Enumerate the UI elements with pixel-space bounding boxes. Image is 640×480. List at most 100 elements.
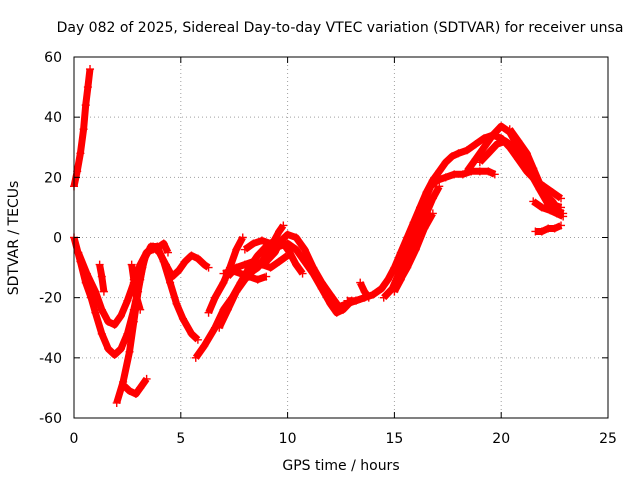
- data-point: [275, 257, 284, 266]
- data-point: [87, 293, 96, 302]
- data-point: [174, 266, 183, 275]
- data-point: [163, 248, 172, 257]
- data-point: [262, 272, 271, 281]
- data-point: [426, 182, 435, 191]
- data-point: [215, 323, 224, 332]
- data-point: [300, 257, 309, 266]
- data-point: [552, 209, 561, 218]
- data-point: [332, 308, 341, 317]
- data-point: [187, 329, 196, 338]
- data-point: [86, 65, 95, 74]
- data-point: [537, 203, 546, 212]
- data-point: [193, 335, 202, 344]
- data-point: [129, 317, 138, 326]
- data-point: [529, 164, 538, 173]
- data-point: [492, 140, 501, 149]
- data-point: [542, 191, 551, 200]
- data-point: [240, 260, 249, 269]
- data-point: [136, 305, 145, 314]
- data-point: [343, 296, 352, 305]
- data-point: [253, 263, 262, 272]
- series-arc-21: [506, 127, 560, 210]
- data-point: [219, 269, 228, 278]
- data-point: [232, 287, 241, 296]
- data-point: [420, 197, 429, 206]
- data-point: [428, 194, 437, 203]
- tick-labels: 0 5 10 15 20 25 -60 -40 -20 0 20 40 60: [39, 50, 617, 447]
- data-point: [379, 293, 388, 302]
- data-point: [79, 125, 88, 134]
- data-point: [112, 398, 121, 407]
- data-point: [159, 239, 168, 248]
- data-point: [394, 278, 403, 287]
- data-point: [480, 143, 489, 152]
- data-point: [518, 155, 527, 164]
- data-point: [223, 305, 232, 314]
- data-point: [390, 263, 399, 272]
- data-point: [441, 158, 450, 167]
- data-point: [161, 260, 170, 269]
- data-point: [514, 137, 523, 146]
- data-point: [240, 245, 249, 254]
- data-point: [99, 287, 108, 296]
- data-point: [200, 260, 209, 269]
- data-point: [219, 278, 228, 287]
- data-point: [74, 248, 83, 257]
- data-point: [428, 209, 437, 218]
- data-point: [232, 245, 241, 254]
- data-point: [471, 140, 480, 149]
- data-point: [81, 101, 90, 110]
- data-point: [292, 260, 301, 269]
- data-point: [204, 263, 213, 272]
- data-point: [127, 260, 136, 269]
- data-point: [559, 212, 568, 221]
- data-point: [435, 167, 444, 176]
- data-point: [119, 380, 128, 389]
- data-point: [73, 167, 82, 176]
- chart-title: Day 082 of 2025, Sidereal Day-to-day VTE…: [57, 20, 624, 36]
- data-point: [172, 299, 181, 308]
- data-point: [95, 260, 104, 269]
- series-arc-7: [128, 264, 144, 311]
- data-point: [283, 251, 292, 260]
- data-point: [155, 242, 164, 251]
- data-point: [204, 308, 213, 317]
- data-point: [210, 293, 219, 302]
- data-point: [123, 296, 132, 305]
- data-point: [187, 251, 196, 260]
- data-point: [383, 275, 392, 284]
- data-point: [484, 149, 493, 158]
- x-tick-label: 10: [279, 431, 297, 447]
- data-point: [360, 287, 369, 296]
- data-point: [76, 149, 85, 158]
- data-point: [91, 287, 100, 296]
- data-point: [505, 125, 514, 134]
- data-point: [283, 230, 292, 239]
- data-point: [450, 170, 459, 179]
- y-tick-label: 40: [44, 110, 62, 126]
- data-point: [326, 299, 335, 308]
- x-tick-label: 15: [385, 431, 403, 447]
- data-point: [249, 257, 258, 266]
- y-tick-label: -40: [39, 351, 62, 367]
- data-point: [91, 308, 100, 317]
- data-point: [377, 284, 386, 293]
- data-point: [497, 122, 506, 131]
- data-point: [275, 242, 284, 251]
- data-point: [435, 182, 444, 191]
- data-point: [191, 353, 200, 362]
- data-point: [411, 245, 420, 254]
- data-point: [138, 263, 147, 272]
- data-point: [403, 263, 412, 272]
- data-point: [279, 221, 288, 230]
- data-point: [300, 245, 309, 254]
- grid-lines: [74, 57, 608, 418]
- data-point: [168, 272, 177, 281]
- data-point: [448, 152, 457, 161]
- data-point: [501, 137, 510, 146]
- data-point: [522, 149, 531, 158]
- data-point: [490, 170, 499, 179]
- data-point: [245, 272, 254, 281]
- data-point: [83, 83, 92, 92]
